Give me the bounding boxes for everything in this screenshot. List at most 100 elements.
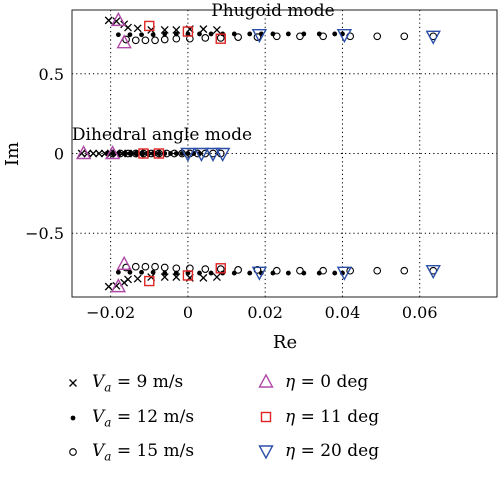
x-tick-label: −0.02 [86, 303, 135, 322]
data-point-dot [110, 151, 115, 156]
data-point-circle [131, 262, 140, 271]
x-tick-label: 0.02 [247, 303, 283, 322]
data-point-x [124, 275, 132, 284]
y-tick-label: −0.5 [25, 224, 64, 243]
data-point-square [144, 275, 155, 287]
data-point-dot [247, 31, 253, 37]
data-point-circle [141, 262, 150, 271]
data-point-circle [319, 32, 327, 41]
data-point-circle [160, 35, 169, 44]
data-point-dot [197, 31, 202, 37]
data-point-dot [197, 270, 202, 276]
data-point-dot [156, 151, 162, 156]
data-point-triangle-down [193, 147, 210, 162]
data-point-circle [201, 265, 210, 273]
data-point-triangle-down [251, 29, 268, 44]
data-points [75, 11, 441, 293]
data-point-dot [115, 32, 121, 38]
data-point-square [182, 26, 194, 37]
data-point-x [172, 25, 181, 34]
data-point-circle [151, 262, 159, 271]
data-point-triangle-up [110, 11, 127, 27]
data-point-circle [216, 265, 225, 273]
data-point-circle [296, 32, 304, 41]
data-point-triangle-down [336, 266, 353, 281]
series-3 [75, 11, 132, 293]
data-point-x [95, 149, 104, 158]
data-point-triangle-down [425, 264, 441, 280]
data-point-square [182, 270, 194, 281]
data-point-circle [170, 149, 179, 158]
data-point-circle [272, 32, 281, 41]
data-point-triangle-up [116, 34, 132, 49]
data-point-square [144, 20, 155, 32]
data-point-circle [124, 149, 132, 158]
data-point-dot [133, 151, 139, 156]
data-point-triangle-down [251, 266, 268, 281]
data-point-triangle-up [75, 145, 92, 160]
data-point-dot [127, 32, 133, 38]
data-point-x [160, 25, 169, 34]
data-point-triangle-down [180, 147, 196, 162]
annotation-phugoid: Phugoid mode [211, 1, 334, 21]
tick-labels: −0.02 0 0.02 0.04 0.06 −0.5 0 0.5 [25, 65, 437, 322]
data-point-dot [150, 269, 156, 275]
x-tick-label: 0.04 [325, 303, 361, 322]
data-point-circle [139, 149, 148, 158]
data-point-circle [234, 266, 242, 274]
x-tick-label: 0 [183, 303, 193, 322]
data-point-triangle-down [336, 29, 353, 44]
data-point-dot [247, 270, 253, 276]
data-point-x [112, 17, 121, 26]
data-point-x [104, 282, 113, 291]
data-point-triangle-up [104, 145, 121, 160]
data-point-dot [150, 32, 156, 38]
data-point-circle [373, 266, 382, 275]
data-point-x [199, 25, 208, 34]
data-point-circle [272, 266, 281, 275]
y-tick-label: 0.5 [39, 65, 64, 84]
data-point-circle [253, 33, 262, 41]
data-point-x [133, 274, 142, 283]
y-tick-label: 0 [54, 145, 64, 164]
data-point-x [212, 273, 221, 282]
data-point-circle [400, 32, 409, 41]
data-point-dot [332, 31, 338, 37]
data-point-dot [139, 32, 144, 38]
data-point-dot [231, 270, 237, 276]
data-point-x [104, 16, 113, 25]
data-point-circle [400, 266, 409, 275]
data-point-x [199, 273, 208, 282]
data-point-circle [373, 32, 382, 41]
data-point-circle [216, 34, 225, 42]
data-point-circle [155, 149, 163, 158]
data-point-dot [139, 269, 144, 275]
data-point-triangle-up [110, 278, 127, 293]
data-point-circle [141, 36, 150, 45]
data-point-triangle-down [215, 147, 231, 162]
plot-frame [71, 9, 498, 298]
annotation-dihedral: Dihedral angle mode [72, 125, 252, 145]
x-axis-label: Re [273, 332, 297, 353]
data-point-triangle-up [116, 255, 132, 271]
series-5 [180, 29, 441, 281]
data-point-circle [151, 36, 159, 45]
data-point-dot [162, 270, 168, 276]
data-point-dot [208, 270, 214, 276]
data-point-circle [160, 263, 169, 272]
data-point-dot [162, 31, 168, 37]
data-point-dot [127, 269, 133, 275]
data-point-dot [231, 31, 237, 37]
y-axis-label: Im [2, 142, 23, 166]
data-point-square [215, 263, 226, 274]
data-point-square [215, 33, 226, 44]
data-point-dot [208, 31, 214, 37]
data-point-circle [193, 149, 202, 158]
x-tick-label: 0.06 [402, 303, 438, 322]
data-point-square [153, 148, 165, 159]
data-point-circle [172, 264, 181, 273]
data-point-triangle-down [205, 147, 221, 162]
series-4 [138, 20, 226, 287]
data-point-circle [296, 266, 304, 275]
